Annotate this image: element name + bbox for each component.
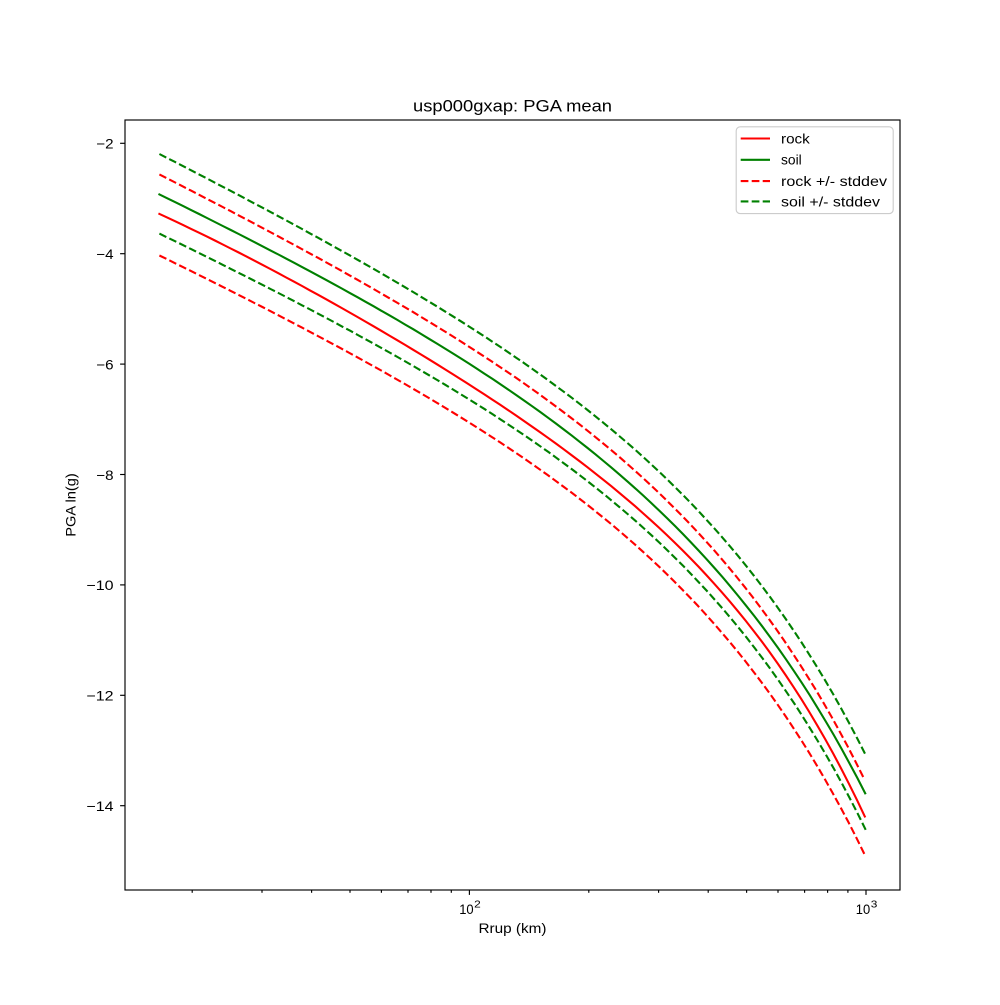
svg-text:PGA ln(g): PGA ln(g) (63, 473, 79, 537)
svg-text:−10: −10 (86, 577, 113, 593)
svg-text:−2: −2 (96, 136, 114, 152)
svg-text:rock +/- stddev: rock +/- stddev (781, 173, 887, 189)
svg-text:10: 10 (459, 901, 474, 917)
svg-text:3: 3 (871, 899, 878, 910)
svg-text:−4: −4 (96, 246, 114, 262)
svg-text:rock: rock (781, 130, 810, 146)
svg-text:−14: −14 (86, 798, 113, 814)
svg-text:2: 2 (474, 899, 481, 910)
svg-text:soil +/- stddev: soil +/- stddev (781, 193, 880, 209)
svg-text:usp000gxap: PGA mean: usp000gxap: PGA mean (413, 96, 612, 115)
svg-text:soil: soil (781, 152, 802, 168)
svg-text:−6: −6 (96, 356, 114, 372)
svg-text:10: 10 (856, 901, 871, 917)
svg-text:−12: −12 (86, 688, 113, 704)
svg-text:−8: −8 (96, 467, 114, 483)
svg-text:Rrup (km): Rrup (km) (479, 920, 547, 936)
